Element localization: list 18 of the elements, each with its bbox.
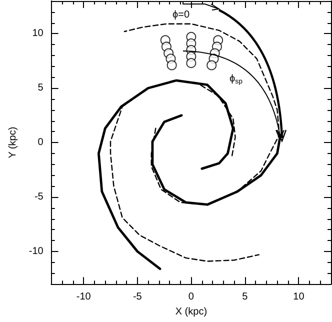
y-tick-label: 5 bbox=[38, 82, 44, 94]
point bbox=[186, 58, 196, 68]
y-axis-title: Y (kpc) bbox=[8, 126, 18, 158]
y-tick-label: 10 bbox=[32, 28, 44, 40]
x-tick-label: 0 bbox=[188, 292, 194, 303]
x-tick-label: -10 bbox=[76, 292, 92, 303]
point bbox=[166, 60, 177, 70]
x-tick-label: 10 bbox=[293, 292, 305, 303]
x-tick-label: -5 bbox=[132, 292, 142, 303]
y-tick-label: 0 bbox=[38, 137, 44, 148]
point bbox=[276, 130, 284, 140]
y-tick-label: -5 bbox=[34, 191, 44, 202]
x-tick-label: 5 bbox=[242, 292, 248, 303]
point bbox=[206, 60, 217, 70]
point bbox=[276, 129, 287, 142]
y-tick-label: -10 bbox=[28, 246, 44, 257]
annotation: ϕ=0 bbox=[172, 10, 190, 20]
x-axis-title: X (kpc) bbox=[175, 306, 208, 318]
